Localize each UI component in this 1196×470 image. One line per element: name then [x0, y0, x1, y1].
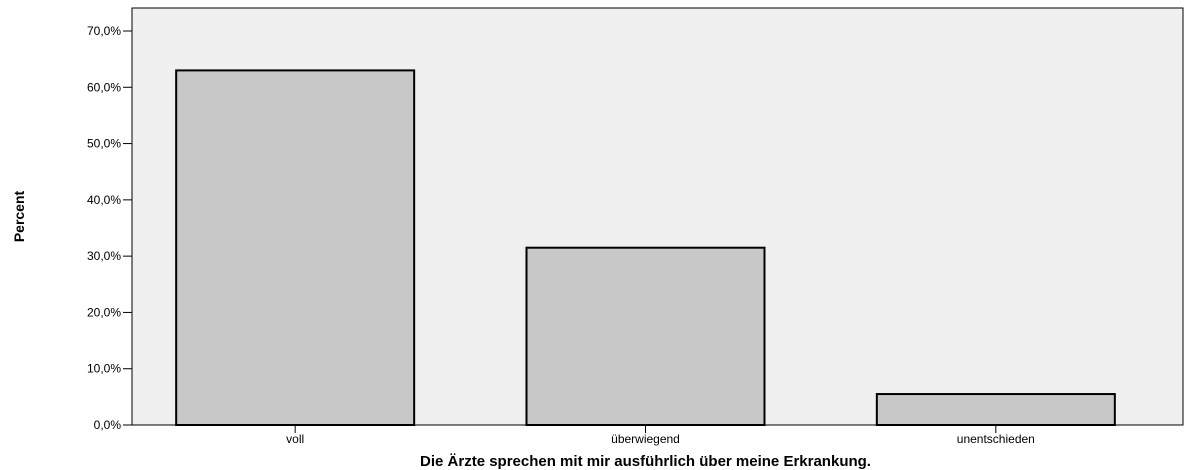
bar-3 [875, 393, 1116, 426]
y-axis: 0,0% 10,0% 20,0% 30,0% 40,0% 50,0% 60,0% 70,0% [87, 8, 133, 432]
x-tick-label: unentschieden [957, 432, 1035, 446]
x-axis-title: Die Ärzte sprechen mit mir ausführlich ü… [420, 453, 871, 470]
y-tick-label: 60,0% [87, 80, 121, 94]
x-tick-label: überwiegend [611, 432, 680, 446]
bar-1 [175, 69, 416, 427]
y-tick-label: 40,0% [87, 193, 121, 207]
x-axis: voll überwiegend unentschieden [132, 424, 1183, 446]
y-tick-label: 70,0% [87, 24, 121, 38]
y-tick-label: 30,0% [87, 249, 121, 263]
y-tick-label: 0,0% [94, 418, 122, 432]
y-tick-label: 50,0% [87, 137, 121, 151]
bar-2 [525, 246, 766, 426]
y-axis-title: Percent [11, 190, 27, 242]
bars-group [175, 69, 1116, 427]
x-tick-label: voll [286, 432, 304, 446]
y-tick-label: 20,0% [87, 305, 121, 319]
y-tick-label: 10,0% [87, 362, 121, 376]
